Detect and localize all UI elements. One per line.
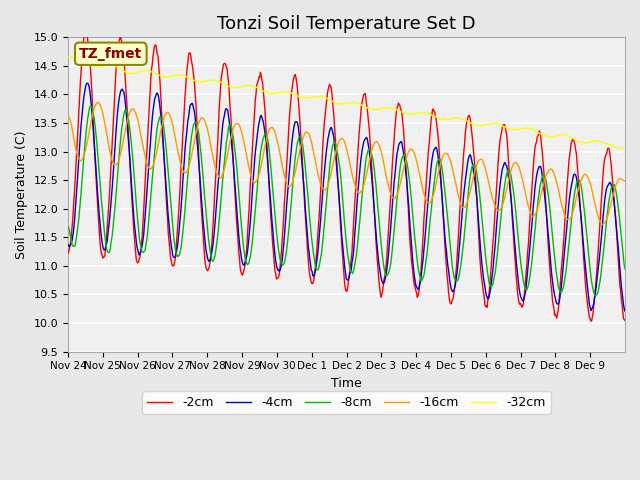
-4cm [436, 169, 444, 175]
-32cm [404, 111, 412, 117]
-32cm [131, 71, 138, 76]
-32cm [65, 54, 72, 60]
Title: Tonzi Soil Temperature Set D: Tonzi Soil Temperature Set D [217, 15, 476, 33]
Legend: -2cm, -4cm, -8cm, -16cm, -32cm: -2cm, -4cm, -8cm, -16cm, -32cm [142, 391, 550, 414]
-16cm [260, 147, 268, 153]
-8cm [64, 224, 72, 229]
-8cm [591, 292, 598, 298]
-2cm [82, 30, 90, 36]
-8cm [436, 156, 444, 162]
-4cm [64, 241, 72, 247]
-4cm [83, 81, 91, 86]
Y-axis label: Soil Temperature (C): Soil Temperature (C) [15, 130, 28, 259]
-8cm [404, 171, 412, 177]
-2cm [404, 211, 412, 217]
-32cm [260, 88, 268, 94]
-2cm [233, 217, 241, 223]
-16cm [598, 221, 606, 227]
-16cm [621, 178, 629, 183]
-32cm [282, 89, 289, 95]
-2cm [260, 97, 268, 103]
-32cm [64, 54, 72, 60]
X-axis label: Time: Time [331, 377, 362, 390]
Line: -4cm: -4cm [68, 84, 625, 311]
-4cm [131, 218, 138, 224]
-4cm [260, 123, 268, 129]
-4cm [233, 204, 241, 209]
-16cm [95, 99, 102, 105]
-16cm [233, 120, 241, 126]
-32cm [233, 85, 241, 91]
-16cm [404, 149, 412, 155]
Line: -2cm: -2cm [68, 33, 625, 321]
-32cm [621, 145, 629, 151]
-8cm [88, 103, 95, 109]
Text: TZ_fmet: TZ_fmet [79, 47, 143, 61]
-8cm [233, 163, 241, 168]
-2cm [64, 250, 72, 256]
-4cm [621, 308, 629, 314]
-2cm [436, 157, 444, 163]
-16cm [282, 176, 289, 181]
-16cm [131, 107, 138, 113]
Line: -16cm: -16cm [68, 102, 625, 224]
-2cm [131, 231, 138, 237]
-2cm [282, 189, 289, 194]
-4cm [404, 202, 412, 207]
-2cm [587, 318, 595, 324]
-8cm [260, 133, 268, 139]
-16cm [436, 164, 444, 169]
-2cm [621, 318, 629, 324]
Line: -8cm: -8cm [68, 106, 625, 295]
-8cm [131, 172, 138, 178]
-32cm [436, 116, 444, 121]
-8cm [282, 256, 289, 262]
-16cm [64, 114, 72, 120]
-4cm [282, 224, 289, 229]
Line: -32cm: -32cm [68, 57, 625, 148]
-8cm [621, 266, 629, 272]
